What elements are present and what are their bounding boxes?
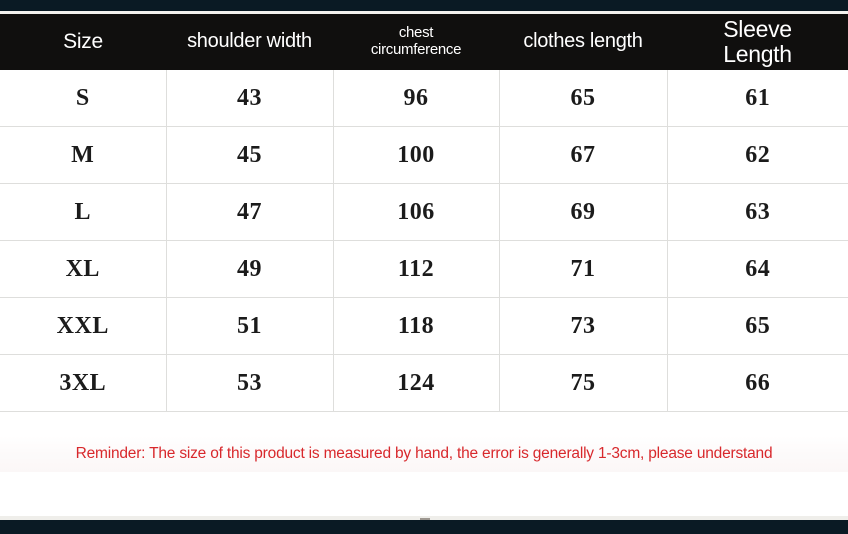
cell-clothes: 75 <box>499 354 668 412</box>
size-chart-table: Size shoulder width chest circumference … <box>0 14 848 412</box>
cell-chest: 106 <box>333 183 500 241</box>
header-row: Size shoulder width chest circumference … <box>0 14 848 70</box>
column-header-clothes-length: clothes length <box>499 14 667 70</box>
cell-sleeve: 61 <box>667 70 848 127</box>
size-chart-body: S 43 96 65 61 M 45 100 67 62 L 47 106 69 63 XL 49 112 71 64… <box>0 70 848 412</box>
table-row: 3XL 53 124 75 66 <box>0 354 848 412</box>
cell-clothes: 73 <box>499 297 668 355</box>
size-chart-card: Size shoulder width chest circumference … <box>0 14 848 516</box>
cell-clothes: 65 <box>499 70 668 127</box>
cell-size: M <box>0 126 167 184</box>
reminder-banner: Reminder: The size of this product is me… <box>0 436 848 472</box>
cell-clothes: 67 <box>499 126 668 184</box>
column-header-clothes-length-label: clothes length <box>523 30 643 53</box>
column-header-size-label: Size <box>63 29 103 53</box>
table-row: S 43 96 65 61 <box>0 70 848 127</box>
column-header-size: Size <box>0 14 166 70</box>
table-row: XXL 51 118 73 65 <box>0 297 848 355</box>
cell-chest: 118 <box>333 297 500 355</box>
reminder-text: Reminder: The size of this product is me… <box>75 445 773 462</box>
column-header-shoulder-width: shoulder width <box>166 14 333 70</box>
size-chart-header: Size shoulder width chest circumference … <box>0 14 848 70</box>
cell-sleeve: 65 <box>667 297 848 355</box>
top-navy-band <box>0 0 848 11</box>
cell-sleeve: 63 <box>667 183 848 241</box>
cell-sleeve: 62 <box>667 126 848 184</box>
column-header-chest-line2: circumference <box>370 41 462 58</box>
cell-shoulder: 47 <box>166 183 334 241</box>
column-header-chest-line1: chest <box>398 24 434 42</box>
cell-clothes: 71 <box>499 240 668 298</box>
cell-size: L <box>0 183 167 241</box>
cell-size: XXL <box>0 297 167 355</box>
cell-shoulder: 43 <box>166 70 334 127</box>
cell-chest: 112 <box>333 240 500 298</box>
cell-size: XL <box>0 240 167 298</box>
column-header-sleeve-line2: Length <box>723 41 792 67</box>
cell-shoulder: 51 <box>166 297 334 355</box>
cell-sleeve: 64 <box>667 240 848 298</box>
cell-chest: 96 <box>333 70 500 127</box>
cell-shoulder: 53 <box>166 354 334 412</box>
cell-shoulder: 49 <box>166 240 334 298</box>
cell-chest: 100 <box>333 126 500 184</box>
column-header-sleeve-line1: Sleeve <box>723 15 792 42</box>
table-row: XL 49 112 71 64 <box>0 240 848 298</box>
table-row: L 47 106 69 63 <box>0 183 848 241</box>
cell-clothes: 69 <box>499 183 668 241</box>
bottom-navy-band <box>0 520 848 534</box>
column-header-chest-circumference: chest circumference <box>333 14 499 70</box>
cell-size: S <box>0 70 167 127</box>
cell-chest: 124 <box>333 354 500 412</box>
cell-sleeve: 66 <box>667 354 848 412</box>
column-header-sleeve-length: Sleeve Length <box>667 14 848 70</box>
cell-shoulder: 45 <box>166 126 334 184</box>
cell-size: 3XL <box>0 354 167 412</box>
column-header-shoulder-width-label: shoulder width <box>187 30 312 53</box>
table-row: M 45 100 67 62 <box>0 126 848 184</box>
top-divider-rule <box>0 11 848 14</box>
